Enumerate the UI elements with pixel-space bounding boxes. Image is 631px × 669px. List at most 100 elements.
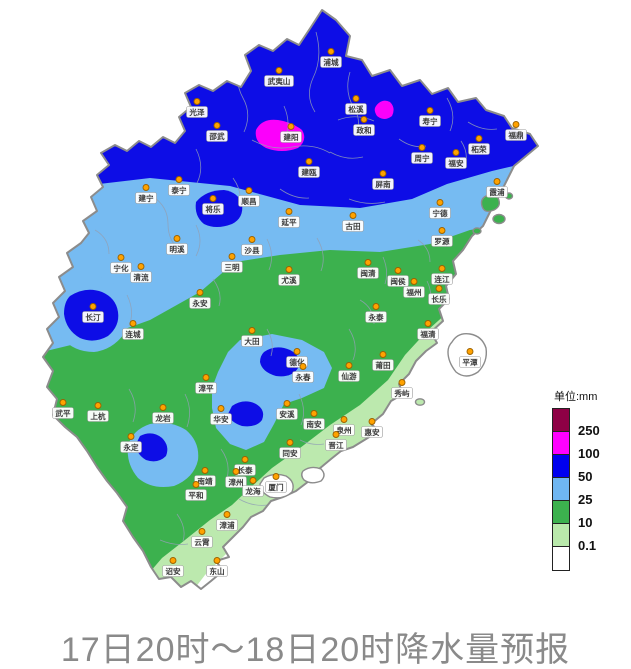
station-dot-icon xyxy=(248,236,256,243)
station-label: 晋江 xyxy=(328,440,344,450)
station-label-box xyxy=(52,407,74,419)
station-marker: 云霄 xyxy=(191,528,213,548)
station-marker: 平和 xyxy=(185,481,207,501)
legend-threshold-label: 250 xyxy=(578,423,600,438)
station-marker: 大田 xyxy=(241,327,263,347)
station-label-box xyxy=(445,157,467,169)
station-marker: 闽清 xyxy=(357,259,379,279)
station-dot-icon xyxy=(196,289,204,296)
station-label-box xyxy=(429,207,451,219)
station-marker: 三明 xyxy=(221,253,243,273)
station-label-box xyxy=(361,426,383,438)
station-dot-icon xyxy=(249,477,257,484)
station-dot-icon xyxy=(327,48,335,55)
station-label: 武夷山 xyxy=(268,76,291,86)
legend-scale xyxy=(552,408,570,571)
station-label: 顺昌 xyxy=(241,196,256,206)
station-label-box xyxy=(298,166,320,178)
station-marker: 沙县 xyxy=(241,236,263,256)
station-marker: 南安 xyxy=(303,410,325,430)
station-label-box xyxy=(210,413,232,425)
station-marker: 秀屿 xyxy=(391,379,413,399)
station-marker: 连江 xyxy=(431,265,453,285)
station-label-box xyxy=(242,485,264,497)
station-label: 尤溪 xyxy=(280,275,297,285)
station-label-box xyxy=(345,103,367,115)
station-dot-icon xyxy=(202,374,210,381)
station-marker: 惠安 xyxy=(361,418,383,438)
station-label: 仙游 xyxy=(341,371,357,381)
station-dot-icon xyxy=(452,149,460,156)
station-dot-icon xyxy=(217,405,225,412)
station-dot-icon xyxy=(283,400,291,407)
station-label: 长泰 xyxy=(237,465,253,475)
station-label: 沙县 xyxy=(244,246,260,255)
station-label: 诏安 xyxy=(165,566,181,576)
legend-threshold-label: 0.1 xyxy=(578,538,597,553)
station-label: 永安 xyxy=(191,298,208,308)
station-label: 清流 xyxy=(133,272,149,282)
station-dot-icon xyxy=(340,416,348,423)
station-marker: 松溪 xyxy=(345,95,367,115)
legend-color-swatch xyxy=(553,547,569,570)
station-label: 莆田 xyxy=(375,360,391,370)
station-label-box xyxy=(292,371,314,383)
station-marker: 东山 xyxy=(206,557,228,577)
station-dot-icon xyxy=(201,467,209,474)
station-dot-icon xyxy=(349,212,357,219)
station-label-box xyxy=(265,481,287,493)
station-label-box xyxy=(152,412,174,424)
station-label: 永定 xyxy=(122,442,139,452)
station-dot-icon xyxy=(213,557,221,564)
station-dot-icon xyxy=(310,410,318,417)
station-dot-icon xyxy=(245,187,253,194)
station-marker: 永定 xyxy=(120,433,142,453)
station-label: 寿宁 xyxy=(422,116,438,126)
station-label: 屏南 xyxy=(375,179,391,189)
station-marker: 连城 xyxy=(122,320,144,340)
rain-patch-dehua-50-100 xyxy=(260,347,299,377)
station-dot-icon xyxy=(410,278,418,285)
station-label: 漳平 xyxy=(198,383,214,393)
station-label-box xyxy=(353,124,375,136)
station-label: 周宁 xyxy=(414,153,430,163)
station-marker: 泰宁 xyxy=(168,176,190,196)
station-label: 福鼎 xyxy=(507,130,524,140)
station-marker: 长汀 xyxy=(82,303,104,323)
legend-threshold-label: 10 xyxy=(578,515,593,530)
station-dot-icon xyxy=(372,303,380,310)
station-label-box xyxy=(206,130,228,142)
station-marker: 武夷山 xyxy=(264,67,294,87)
legend-scale-wrap: 250 100 50 25 10 0.1 xyxy=(552,408,628,571)
station-marker: 清流 xyxy=(130,263,152,283)
station-label-box xyxy=(320,56,342,68)
station-label-box xyxy=(387,275,409,287)
island-green-small-3 xyxy=(472,227,482,235)
station-dot-icon xyxy=(299,363,307,370)
station-label: 福清 xyxy=(419,329,436,339)
station-label: 将乐 xyxy=(205,204,221,214)
station-label: 建瓯 xyxy=(300,167,317,177)
station-label: 秀屿 xyxy=(393,388,410,398)
station-label-box xyxy=(120,441,142,453)
station-label: 漳州 xyxy=(228,477,243,487)
station-marker: 仙游 xyxy=(338,362,360,382)
station-label: 安溪 xyxy=(279,409,295,419)
province-coastline xyxy=(42,9,539,590)
station-label-box xyxy=(241,244,263,256)
station-label: 松溪 xyxy=(348,104,364,114)
county-border-lines xyxy=(94,31,498,545)
legend-threshold-label: 100 xyxy=(578,446,600,461)
station-marker: 光泽 xyxy=(186,98,208,118)
station-dot-icon xyxy=(345,362,353,369)
station-label: 漳浦 xyxy=(219,520,235,530)
station-marker: 罗源 xyxy=(431,227,453,247)
legend-color-swatch xyxy=(553,455,569,478)
station-marker: 屏南 xyxy=(372,170,394,190)
station-label: 大田 xyxy=(244,336,260,346)
station-marker: 邵武 xyxy=(206,122,228,142)
station-label-box xyxy=(278,216,300,228)
station-marker: 福清 xyxy=(417,320,439,340)
station-dot-icon xyxy=(275,67,283,74)
